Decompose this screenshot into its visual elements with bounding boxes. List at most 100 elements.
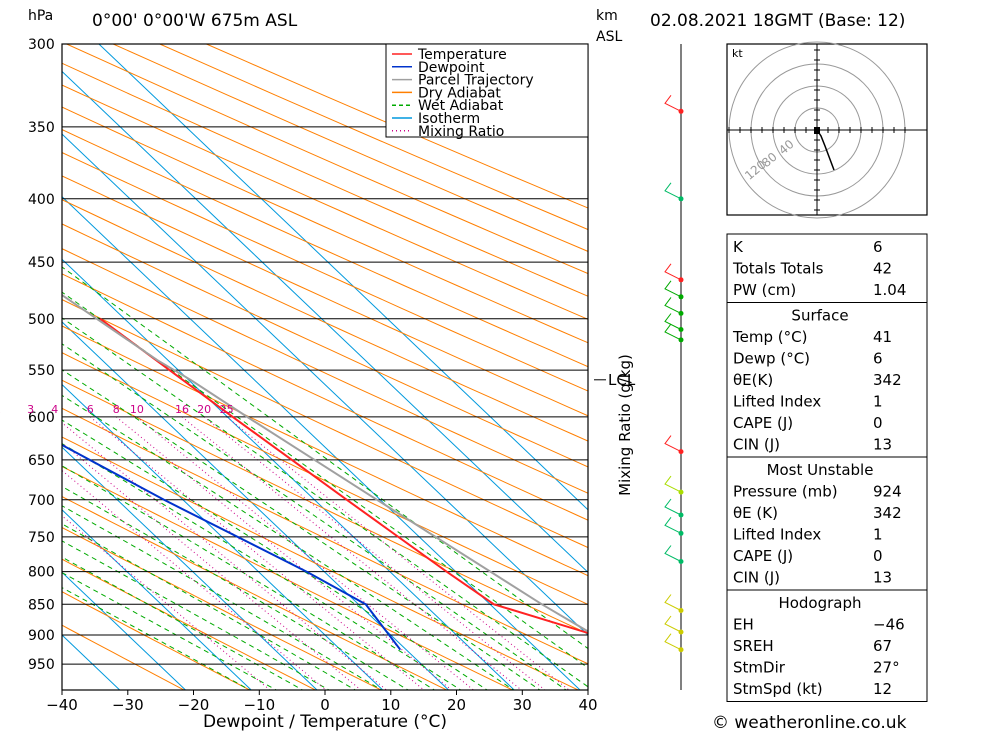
wind-barb-icon xyxy=(664,435,682,453)
temperature-tick-label: 40 xyxy=(578,696,597,714)
mixing-ratio-labels: 12346810162025 xyxy=(0,403,234,416)
temperature-tick-label: −30 xyxy=(112,696,144,714)
temperature-tick-label: 0 xyxy=(320,696,330,714)
wet-adiabat-line xyxy=(62,419,489,690)
dry-adiabat-line xyxy=(62,465,514,690)
wind-barb-icon xyxy=(664,313,682,330)
pressure-tick-label: 350 xyxy=(28,120,55,136)
index-general-value: 1.04 xyxy=(873,281,906,299)
dry-adiabat-line xyxy=(62,325,588,577)
skewt-plot: 3003504004505005506006507007508008509009… xyxy=(0,37,636,732)
indices-section-title: Hodograph xyxy=(778,594,861,612)
pressure-tick-label: 650 xyxy=(28,453,55,469)
wet-adiabat-line xyxy=(62,369,541,690)
wind-barb-icon xyxy=(664,323,682,341)
wind-barb-icon xyxy=(664,615,682,633)
index-row-label: Lifted Index xyxy=(733,393,821,411)
pressure-unit-label: hPa xyxy=(28,8,53,24)
wind-barb-icon xyxy=(664,475,682,493)
temperature-tick-labels: −40 −30 −20 −10 0 10 20 30 40 xyxy=(46,690,598,714)
mixing-ratio-line xyxy=(226,416,570,690)
temperature-tick-label: 30 xyxy=(513,696,532,714)
index-row-label: Temp (°C) xyxy=(732,328,807,346)
location-label: 0°00' 0°00'W 675m ASL xyxy=(92,11,298,31)
wind-barb-icon xyxy=(664,594,682,611)
index-row-value: 41 xyxy=(873,328,892,346)
wind-barb-icon xyxy=(664,95,682,112)
plot-frame xyxy=(61,43,589,691)
mixing-ratio-line xyxy=(62,422,388,690)
indices-section-box xyxy=(726,302,928,458)
wet-adiabat-line xyxy=(62,556,304,690)
index-general-value: 6 xyxy=(873,238,883,256)
mixing-ratio-line xyxy=(181,416,523,690)
index-row-label: Dewp (°C) xyxy=(733,350,810,368)
isotherm-line xyxy=(62,258,515,690)
storm-motion-marker xyxy=(814,127,820,134)
index-row-value: 13 xyxy=(873,436,892,454)
legend-box xyxy=(385,43,589,138)
index-row-label: SREH xyxy=(733,637,774,655)
indices-table: K 6 Totals Totals 42 PW (cm) 1.04 Surface Temp … xyxy=(726,233,928,702)
legend-label: Temperature xyxy=(417,47,507,63)
hodograph-unit-label: kt xyxy=(732,47,743,60)
isotherm-line xyxy=(62,70,588,574)
pressure-tick-labels: 300 350 400 450 500 550 600 650 700 750 800 850 900 9… xyxy=(28,37,55,673)
index-row-label: θE(K) xyxy=(733,371,773,389)
wind-barb-icon xyxy=(664,545,682,562)
legend-label: Parcel Trajectory xyxy=(418,73,534,89)
dry-adiabat-line xyxy=(62,106,588,344)
pressure-tick-label: 850 xyxy=(28,597,55,613)
dry-adiabat-line xyxy=(62,175,588,417)
dry-adiabat-line xyxy=(62,151,588,392)
index-general-label: Totals Totals xyxy=(732,260,824,278)
legend-label: Dry Adiabat xyxy=(418,85,501,101)
isotherm-line xyxy=(98,44,588,511)
index-row-label: CIN (J) xyxy=(733,436,780,454)
dry-adiabat-line xyxy=(159,44,588,231)
legend-label: Isotherm xyxy=(418,111,480,127)
isotherm-line xyxy=(62,321,450,690)
mixing-ratio-axis-title: Mixing Ratio (g/kg) xyxy=(616,354,634,496)
index-row-label: StmSpd (kt) xyxy=(733,680,823,698)
isotherm-line xyxy=(62,383,384,690)
mixing-ratio-label: 3 xyxy=(27,403,34,416)
index-row-value: 1 xyxy=(873,393,883,411)
km-unit-label: km xyxy=(596,8,618,24)
mixing-ratio-label: 10 xyxy=(130,403,144,416)
wind-barb-icon xyxy=(664,182,682,200)
dry-adiabat-line xyxy=(62,199,588,442)
mixing-ratio-label: 8 xyxy=(113,403,120,416)
pressure-tick-label: 300 xyxy=(28,37,55,53)
indices-section-box xyxy=(726,233,928,303)
legend-label: Dewpoint xyxy=(418,60,485,76)
wind-profile xyxy=(664,44,684,690)
index-row-label: CAPE (J) xyxy=(733,414,793,432)
wet-adiabat-line xyxy=(62,587,251,690)
lcl-label: LCL xyxy=(608,371,636,389)
dry-adiabat-line xyxy=(62,407,588,665)
pressure-tick-label: 450 xyxy=(28,255,55,271)
mixing-ratio-line xyxy=(62,442,362,690)
temperature-tick-label: −10 xyxy=(243,696,275,714)
index-row-label: Lifted Index xyxy=(733,526,821,544)
wind-barb-icon xyxy=(664,263,682,281)
mixing-ratio-label: 16 xyxy=(175,403,189,416)
wet-adiabat-line xyxy=(62,465,436,690)
indices-section-box xyxy=(726,589,928,702)
index-row-value: 27° xyxy=(873,659,900,677)
index-row-label: StmDir xyxy=(733,659,786,677)
index-row-value: 1 xyxy=(873,526,883,544)
temperature-tick-label: −40 xyxy=(46,696,78,714)
dry-adiabat-line xyxy=(62,526,383,690)
wind-barb-icon xyxy=(664,280,682,298)
index-row-value: 342 xyxy=(873,371,902,389)
pressure-tick-label: 800 xyxy=(28,565,55,581)
dry-adiabat-line xyxy=(62,496,448,690)
index-row-value: 12 xyxy=(873,680,892,698)
temperature-line xyxy=(99,317,588,635)
index-row-value: 6 xyxy=(873,350,883,368)
mixing-ratio-label: 6 xyxy=(87,403,94,416)
